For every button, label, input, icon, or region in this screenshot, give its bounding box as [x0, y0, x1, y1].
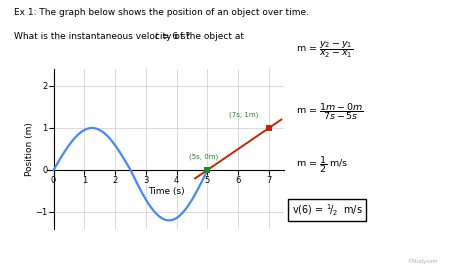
Text: (5s, 0m): (5s, 0m)	[189, 153, 218, 160]
X-axis label: Time (s): Time (s)	[147, 186, 184, 196]
Text: m = $\dfrac{y_2 - y_1}{x_2 - x_1}$: m = $\dfrac{y_2 - y_1}{x_2 - x_1}$	[296, 40, 354, 60]
Text: m = $\dfrac{1m - 0m}{7s - 5s}$: m = $\dfrac{1m - 0m}{7s - 5s}$	[296, 101, 364, 122]
Text: = 6 s?: = 6 s?	[159, 32, 191, 41]
Text: ©Study.com: ©Study.com	[408, 259, 438, 264]
Text: Ex 1: The graph below shows the position of an object over time.: Ex 1: The graph below shows the position…	[14, 8, 309, 17]
Text: v(6) = $^{1}\!/_{2}$  m/s: v(6) = $^{1}\!/_{2}$ m/s	[292, 202, 362, 218]
Y-axis label: Position (m): Position (m)	[25, 122, 34, 176]
Text: m = $\dfrac{1}{2}$ m/s: m = $\dfrac{1}{2}$ m/s	[296, 154, 349, 175]
Text: What is the instantaneous velocity of the object at: What is the instantaneous velocity of th…	[14, 32, 247, 41]
Text: (7s, 1m): (7s, 1m)	[229, 111, 258, 118]
Text: t: t	[154, 32, 157, 41]
